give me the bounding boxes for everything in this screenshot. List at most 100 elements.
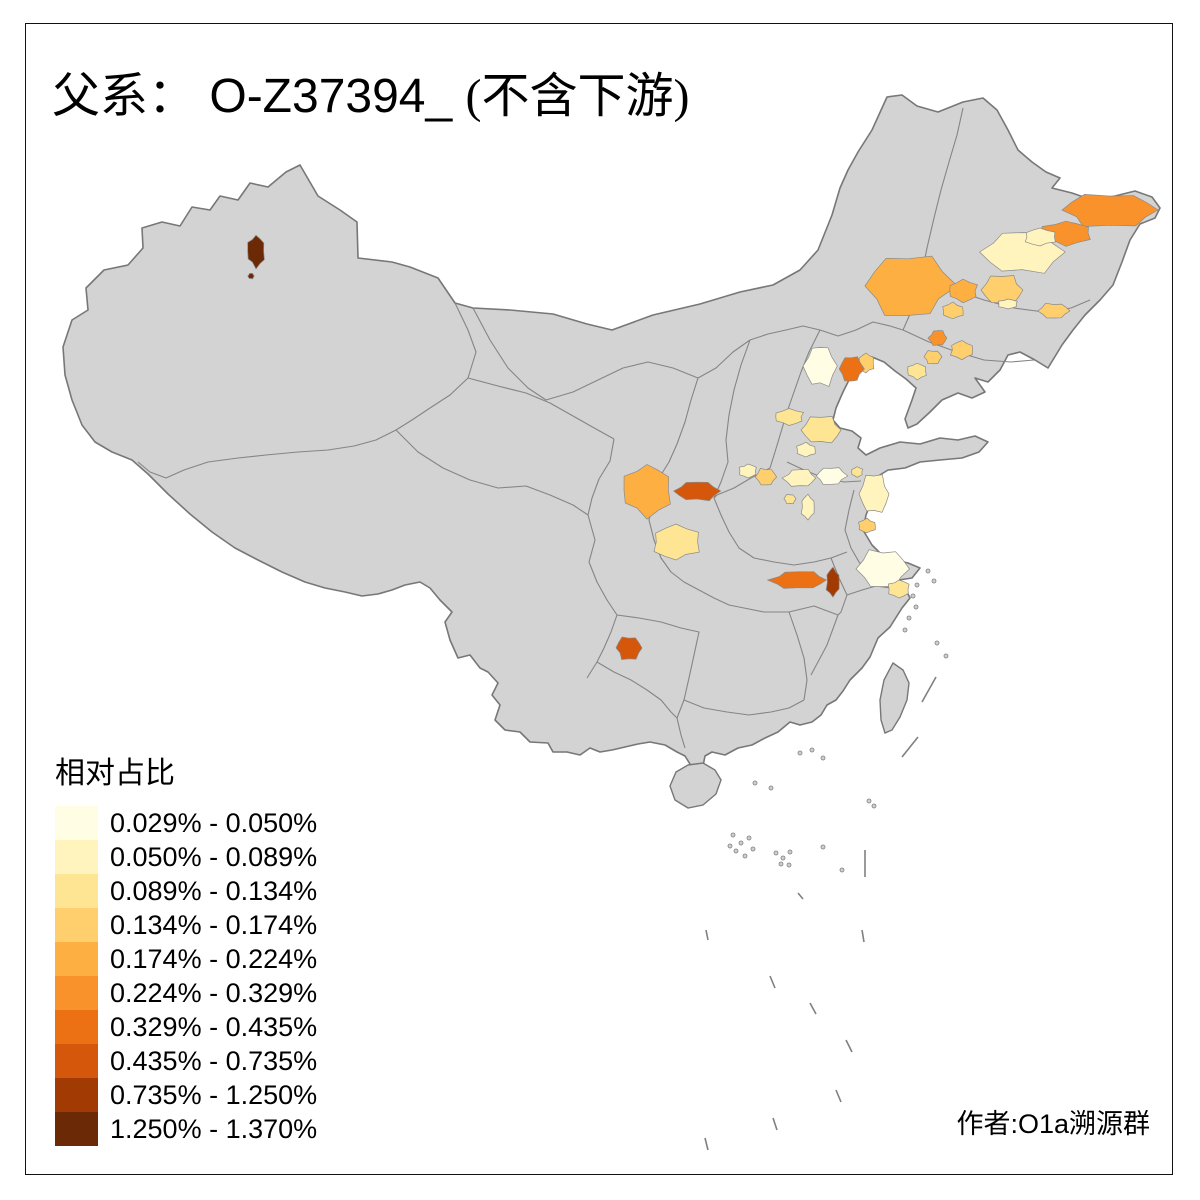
highlighted-prefecture xyxy=(800,416,842,444)
highlighted-prefecture xyxy=(927,330,948,346)
highlighted-prefecture xyxy=(815,467,849,485)
islet-dot xyxy=(787,849,793,855)
sea-dash-segment xyxy=(704,1137,709,1151)
sea-dash-segment xyxy=(901,736,919,758)
taiwan-island xyxy=(879,661,910,734)
highlighted-prefecture xyxy=(623,464,671,520)
islet-dot xyxy=(839,867,845,873)
islet-dot xyxy=(746,835,752,841)
legend-swatch xyxy=(55,1112,98,1146)
sea-dash-segment xyxy=(861,929,865,943)
highlighted-prefecture xyxy=(800,493,815,521)
legend-range-label: 0.224% - 0.329% xyxy=(110,978,318,1008)
legend-row: 0.089% - 0.134% xyxy=(55,874,317,908)
highlighted-prefecture xyxy=(923,350,943,365)
highlighted-prefecture xyxy=(802,347,838,387)
highlighted-prefecture xyxy=(838,356,865,382)
islet-dot xyxy=(910,593,916,599)
islet-dot xyxy=(871,803,877,809)
highlighted-prefecture xyxy=(825,566,840,598)
islet-dot xyxy=(820,755,826,761)
hainan-island xyxy=(669,762,722,809)
legend-row: 0.435% - 0.735% xyxy=(55,1044,317,1078)
highlighted-prefecture xyxy=(247,234,265,270)
islet-dot xyxy=(730,832,736,838)
islet-dot xyxy=(866,798,872,804)
legend-swatch xyxy=(55,1078,98,1112)
highlighted-prefectures xyxy=(247,194,1159,660)
highlighted-prefecture xyxy=(653,523,700,561)
title-haplogroup-code: O-Z37394_ xyxy=(196,70,466,123)
highlighted-prefecture xyxy=(949,340,973,361)
legend-range-label: 0.329% - 0.435% xyxy=(110,1012,318,1042)
highlighted-prefecture xyxy=(783,494,797,505)
highlighted-prefecture xyxy=(864,255,958,316)
sea-islets-and-dashes xyxy=(704,568,949,1151)
attribution-text: 作者:O1a溯源群 xyxy=(956,1109,1150,1139)
legend-swatch xyxy=(55,1044,98,1078)
legend-range-label: 0.050% - 0.089% xyxy=(110,842,318,872)
islet-dot xyxy=(902,627,908,633)
legend-range-label: 0.735% - 1.250% xyxy=(110,1080,318,1110)
sea-dash-segment xyxy=(921,676,937,703)
legend-range-label: 0.089% - 0.134% xyxy=(110,876,318,906)
title-suffix: (不含下游) xyxy=(465,70,690,123)
highlighted-prefecture xyxy=(1061,194,1159,227)
islet-dot xyxy=(820,844,826,850)
islet-dot xyxy=(750,846,756,852)
sea-dash-segment xyxy=(845,1039,853,1053)
sea-dash-segment xyxy=(835,1089,842,1103)
sea-dash-segment xyxy=(772,1117,778,1131)
highlighted-prefecture xyxy=(858,517,876,534)
highlighted-prefecture xyxy=(673,481,722,502)
legend-row: 0.050% - 0.089% xyxy=(55,840,317,874)
sea-dash-segment xyxy=(797,892,804,900)
legend-range-label: 0.134% - 0.174% xyxy=(110,910,318,940)
legend-range-label: 1.250% - 1.370% xyxy=(110,1114,318,1144)
legend-range-label: 0.435% - 0.735% xyxy=(110,1046,318,1076)
islet-dot xyxy=(931,578,937,584)
highlighted-prefecture xyxy=(949,278,978,304)
legend-swatch xyxy=(55,908,98,942)
islet-dot xyxy=(809,747,815,753)
islet-dot xyxy=(733,848,739,854)
islet-dot xyxy=(773,850,779,856)
islet-dot xyxy=(934,640,940,646)
islet-dot xyxy=(768,785,774,791)
title-prefix: 父系： xyxy=(52,70,197,123)
legend-rows: 0.029% - 0.050% 0.050% - 0.089% 0.089% - 0… xyxy=(55,806,317,1146)
islet-dot xyxy=(943,653,949,659)
page-title: 父系： O-Z37394_ (不含下游) xyxy=(52,56,689,126)
highlighted-prefecture xyxy=(907,362,927,381)
sea-dash-segment xyxy=(809,1002,817,1015)
legend-row: 0.174% - 0.224% xyxy=(55,942,317,976)
islet-dot xyxy=(913,604,919,610)
legend-row: 0.134% - 0.174% xyxy=(55,908,317,942)
islet-dot xyxy=(727,843,733,849)
sea-dash-segment xyxy=(769,975,776,989)
legend-range-label: 0.174% - 0.224% xyxy=(110,944,318,974)
highlighted-prefecture xyxy=(851,466,864,478)
highlighted-prefecture xyxy=(775,408,805,426)
highlighted-prefecture xyxy=(766,571,828,589)
islet-dot xyxy=(786,862,792,868)
highlighted-prefecture xyxy=(796,441,816,458)
highlighted-prefecture xyxy=(1037,302,1071,319)
islet-dot xyxy=(738,840,744,846)
highlighted-prefecture xyxy=(887,579,910,599)
legend-swatch xyxy=(55,1010,98,1044)
legend-swatch xyxy=(55,806,98,840)
highlighted-prefecture xyxy=(858,474,890,513)
legend-swatch xyxy=(55,840,98,874)
islet-dot xyxy=(778,861,784,867)
legend-swatch xyxy=(55,976,98,1010)
highlighted-prefecture xyxy=(781,469,817,487)
highlighted-prefecture xyxy=(997,298,1018,310)
islet-dot xyxy=(797,750,803,756)
highlighted-prefecture xyxy=(1024,227,1056,247)
legend-range-label: 0.029% - 0.050% xyxy=(110,808,318,838)
highlighted-prefecture xyxy=(738,463,757,479)
islet-dot xyxy=(914,582,920,588)
